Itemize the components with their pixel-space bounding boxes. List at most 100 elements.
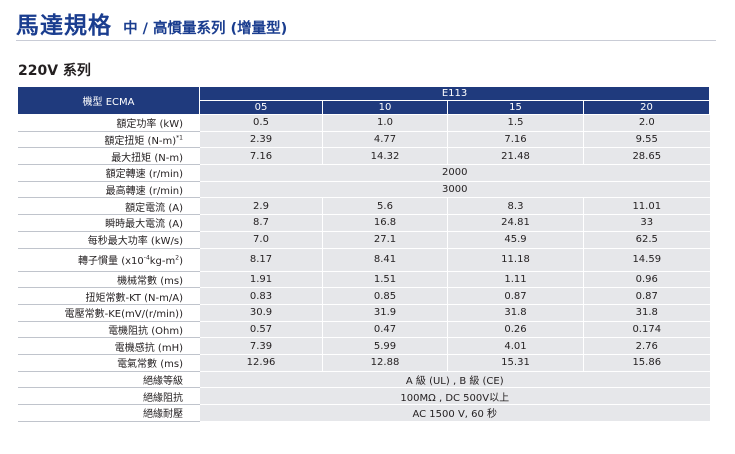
table-cell: 27.1 [322, 231, 448, 249]
table-cell: 0.85 [322, 287, 448, 305]
table-cell: 5.6 [322, 197, 448, 216]
table-cell: 31.9 [322, 304, 448, 322]
table-row-electrical-constant: 電氣常數 (ms) 12.96 12.88 15.31 15.86 [17, 354, 710, 372]
table-cell: 7.0 [199, 231, 323, 249]
table-cell: 0.96 [582, 271, 710, 289]
table-cell: 0.174 [582, 321, 710, 339]
table-row-rated-torque: 額定扭矩 (N-m)*1 2.39 4.77 7.16 9.55 [17, 131, 710, 149]
table-cell: 8.7 [199, 214, 323, 232]
row-label: 扭矩常數-KT (N-m/A) [17, 287, 200, 305]
table-cell: 1.0 [322, 114, 448, 132]
column-header-10: 10 [322, 100, 448, 115]
table-cell: 31.8 [447, 304, 584, 322]
table-cell: 24.81 [447, 214, 584, 232]
table-cell-merged: A 級 (UL) , B 級 (CE) [198, 371, 710, 389]
table-cell: 1.11 [447, 271, 584, 289]
table-cell: 1.51 [322, 271, 448, 289]
label-superscript: 2 [175, 254, 180, 262]
table-cell: 7.16 [447, 131, 584, 149]
table-cell: 7.16 [199, 147, 323, 166]
row-label: 轉子慣量 (x10-4kg-m2) [17, 248, 200, 272]
row-label: 最大扭矩 (N-m) [17, 147, 200, 166]
row-label: 機械常數 (ms) [17, 271, 200, 289]
table-row-power-rate: 每秒最大功率 (kW/s) 7.0 27.1 45.9 62.5 [17, 231, 710, 249]
table-cell: 1.5 [447, 114, 584, 132]
table-cell: 0.5 [199, 114, 323, 132]
table-row-max-speed: 最高轉速 (r/min) 3000 [17, 181, 710, 199]
row-label-text: kg-m [149, 256, 176, 267]
table-cell: 9.55 [582, 131, 710, 149]
row-label: 瞬時最大電流 (A) [17, 214, 200, 232]
label-superscript: -4 [143, 254, 150, 262]
table-row-max-torque: 最大扭矩 (N-m) 7.16 14.32 21.48 28.65 [17, 147, 710, 166]
section-title: 220V 系列 [18, 63, 91, 79]
title-divider [16, 40, 716, 41]
table-row-rotor-inertia: 轉子慣量 (x10-4kg-m2) 8.17 8.41 11.18 14.59 [17, 248, 710, 272]
row-label: 電機感抗 (mH) [17, 337, 200, 355]
table-cell: 0.26 [447, 321, 584, 339]
row-label: 額定扭矩 (N-m)*1 [17, 131, 200, 149]
table-cell: 7.39 [199, 337, 323, 355]
table-row-rated-current: 額定電流 (A) 2.9 5.6 8.3 11.01 [17, 197, 710, 216]
row-label: 絕緣阻抗 [17, 387, 200, 405]
table-cell: 12.88 [322, 354, 448, 372]
table-cell: 31.8 [582, 304, 710, 322]
table-cell: 21.48 [447, 147, 584, 166]
series-group-header: E113 [198, 86, 711, 101]
table-cell: 62.5 [582, 231, 710, 249]
table-row-torque-constant: 扭矩常數-KT (N-m/A) 0.83 0.85 0.87 0.87 [17, 287, 710, 305]
table-cell: 2.39 [199, 131, 323, 149]
model-header: 機型 ECMA [17, 86, 200, 115]
table-row-inductance: 電機感抗 (mH) 7.39 5.99 4.01 2.76 [17, 337, 710, 355]
table-cell: 0.87 [582, 287, 710, 305]
row-label: 額定轉速 (r/min) [17, 164, 200, 182]
column-header-05: 05 [199, 100, 323, 115]
row-label: 額定電流 (A) [17, 197, 200, 216]
table-cell-merged: 100MΩ , DC 500V以上 [198, 387, 710, 405]
table-cell: 30.9 [199, 304, 323, 322]
header-row-columns: 05 10 15 20 [18, 100, 711, 115]
table-row-voltage-constant: 電壓常數-KE(mV/(r/min)) 30.9 31.9 31.8 31.8 [17, 304, 710, 322]
table-cell: 0.57 [199, 321, 323, 339]
table-cell: 2.9 [199, 197, 323, 216]
table-row-peak-current: 瞬時最大電流 (A) 8.7 16.8 24.81 33 [17, 214, 710, 232]
table-cell-merged: AC 1500 V, 60 秒 [198, 404, 710, 422]
table-cell: 14.32 [322, 147, 448, 166]
row-label-text: 轉子慣量 (x10 [78, 256, 144, 267]
page-title: 馬達規格 中 / 高慣量系列 (增量型) [16, 6, 287, 40]
table-row-insulation-class: 絕緣等級 A 級 (UL) , B 級 (CE) [17, 371, 710, 389]
table-row-mechanical-constant: 機械常數 (ms) 1.91 1.51 1.11 0.96 [17, 271, 710, 289]
table-cell: 2.76 [582, 337, 710, 355]
footnote-marker: *1 [176, 134, 183, 142]
table-cell: 28.65 [582, 147, 710, 166]
row-label: 絕緣等級 [17, 371, 200, 389]
table-cell: 8.17 [199, 248, 323, 272]
table-row-insulation-strength: 絕緣耐壓 AC 1500 V, 60 秒 [17, 404, 710, 422]
row-label: 最高轉速 (r/min) [17, 181, 200, 199]
row-label-text: 額定扭矩 (N-m) [104, 136, 177, 148]
table-row-rated-power: 額定功率 (kW) 0.5 1.0 1.5 2.0 [17, 114, 710, 132]
row-label: 電壓常數-KE(mV/(r/min)) [17, 304, 200, 322]
row-label: 電氣常數 (ms) [17, 354, 200, 372]
column-header-15: 15 [447, 100, 584, 115]
header-row-group: 機型 ECMA E113 [17, 86, 711, 115]
row-label: 電機阻抗 (Ohm) [17, 321, 200, 339]
table-cell: 4.01 [447, 337, 584, 355]
table-cell: 33 [582, 214, 710, 232]
table-row-resistance: 電機阻抗 (Ohm) 0.57 0.47 0.26 0.174 [17, 321, 710, 339]
row-label: 額定功率 (kW) [17, 114, 200, 132]
title-subtitle: 中 / 高慣量系列 (增量型) [123, 21, 288, 37]
row-label-text: ) [179, 256, 183, 267]
row-label: 絕緣耐壓 [17, 404, 200, 422]
table-cell: 0.87 [447, 287, 584, 305]
table-cell: 4.77 [322, 131, 448, 149]
table-cell: 15.86 [582, 354, 710, 372]
table-cell-merged: 2000 [198, 164, 710, 182]
table-row-rated-speed: 額定轉速 (r/min) 2000 [17, 164, 710, 182]
table-cell: 2.0 [582, 114, 710, 132]
table-cell: 0.83 [199, 287, 323, 305]
table-cell: 1.91 [199, 271, 323, 289]
table-cell: 11.01 [582, 197, 710, 216]
table-cell-merged: 3000 [198, 181, 710, 199]
column-header-20: 20 [582, 100, 711, 115]
